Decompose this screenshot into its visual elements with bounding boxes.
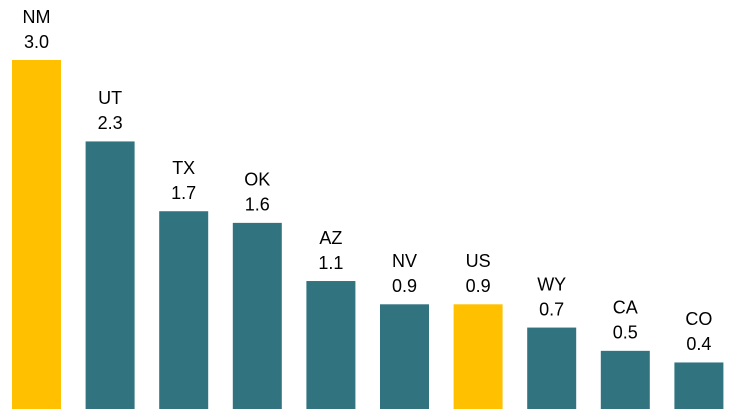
- value-label: 1.7: [171, 183, 196, 203]
- bar: [306, 281, 356, 409]
- bar: [232, 222, 282, 409]
- category-label: WY: [537, 274, 566, 294]
- value-label: 2.3: [98, 113, 123, 133]
- category-label: CA: [613, 298, 638, 318]
- value-label: 0.9: [466, 276, 491, 296]
- bar: [85, 141, 135, 409]
- category-label: AZ: [319, 228, 342, 248]
- value-label: 1.1: [318, 253, 343, 273]
- bar: [674, 362, 724, 409]
- value-label: 0.5: [613, 323, 638, 343]
- bar: [453, 304, 503, 409]
- bar: [380, 304, 429, 409]
- value-label: 0.9: [392, 276, 417, 296]
- bar: [159, 211, 209, 409]
- category-label: NV: [392, 251, 417, 271]
- value-label: 0.4: [686, 334, 711, 354]
- value-label: 0.7: [539, 299, 564, 319]
- bar: [600, 350, 650, 409]
- category-label: US: [466, 251, 491, 271]
- category-label: NM: [23, 7, 51, 27]
- category-label: OK: [244, 170, 270, 190]
- bar: [12, 60, 61, 409]
- value-label: 1.6: [245, 195, 270, 215]
- value-label: 3.0: [24, 32, 49, 52]
- bar: [527, 327, 577, 409]
- category-label: TX: [172, 158, 195, 178]
- category-label: UT: [98, 88, 122, 108]
- category-label: CO: [685, 309, 712, 329]
